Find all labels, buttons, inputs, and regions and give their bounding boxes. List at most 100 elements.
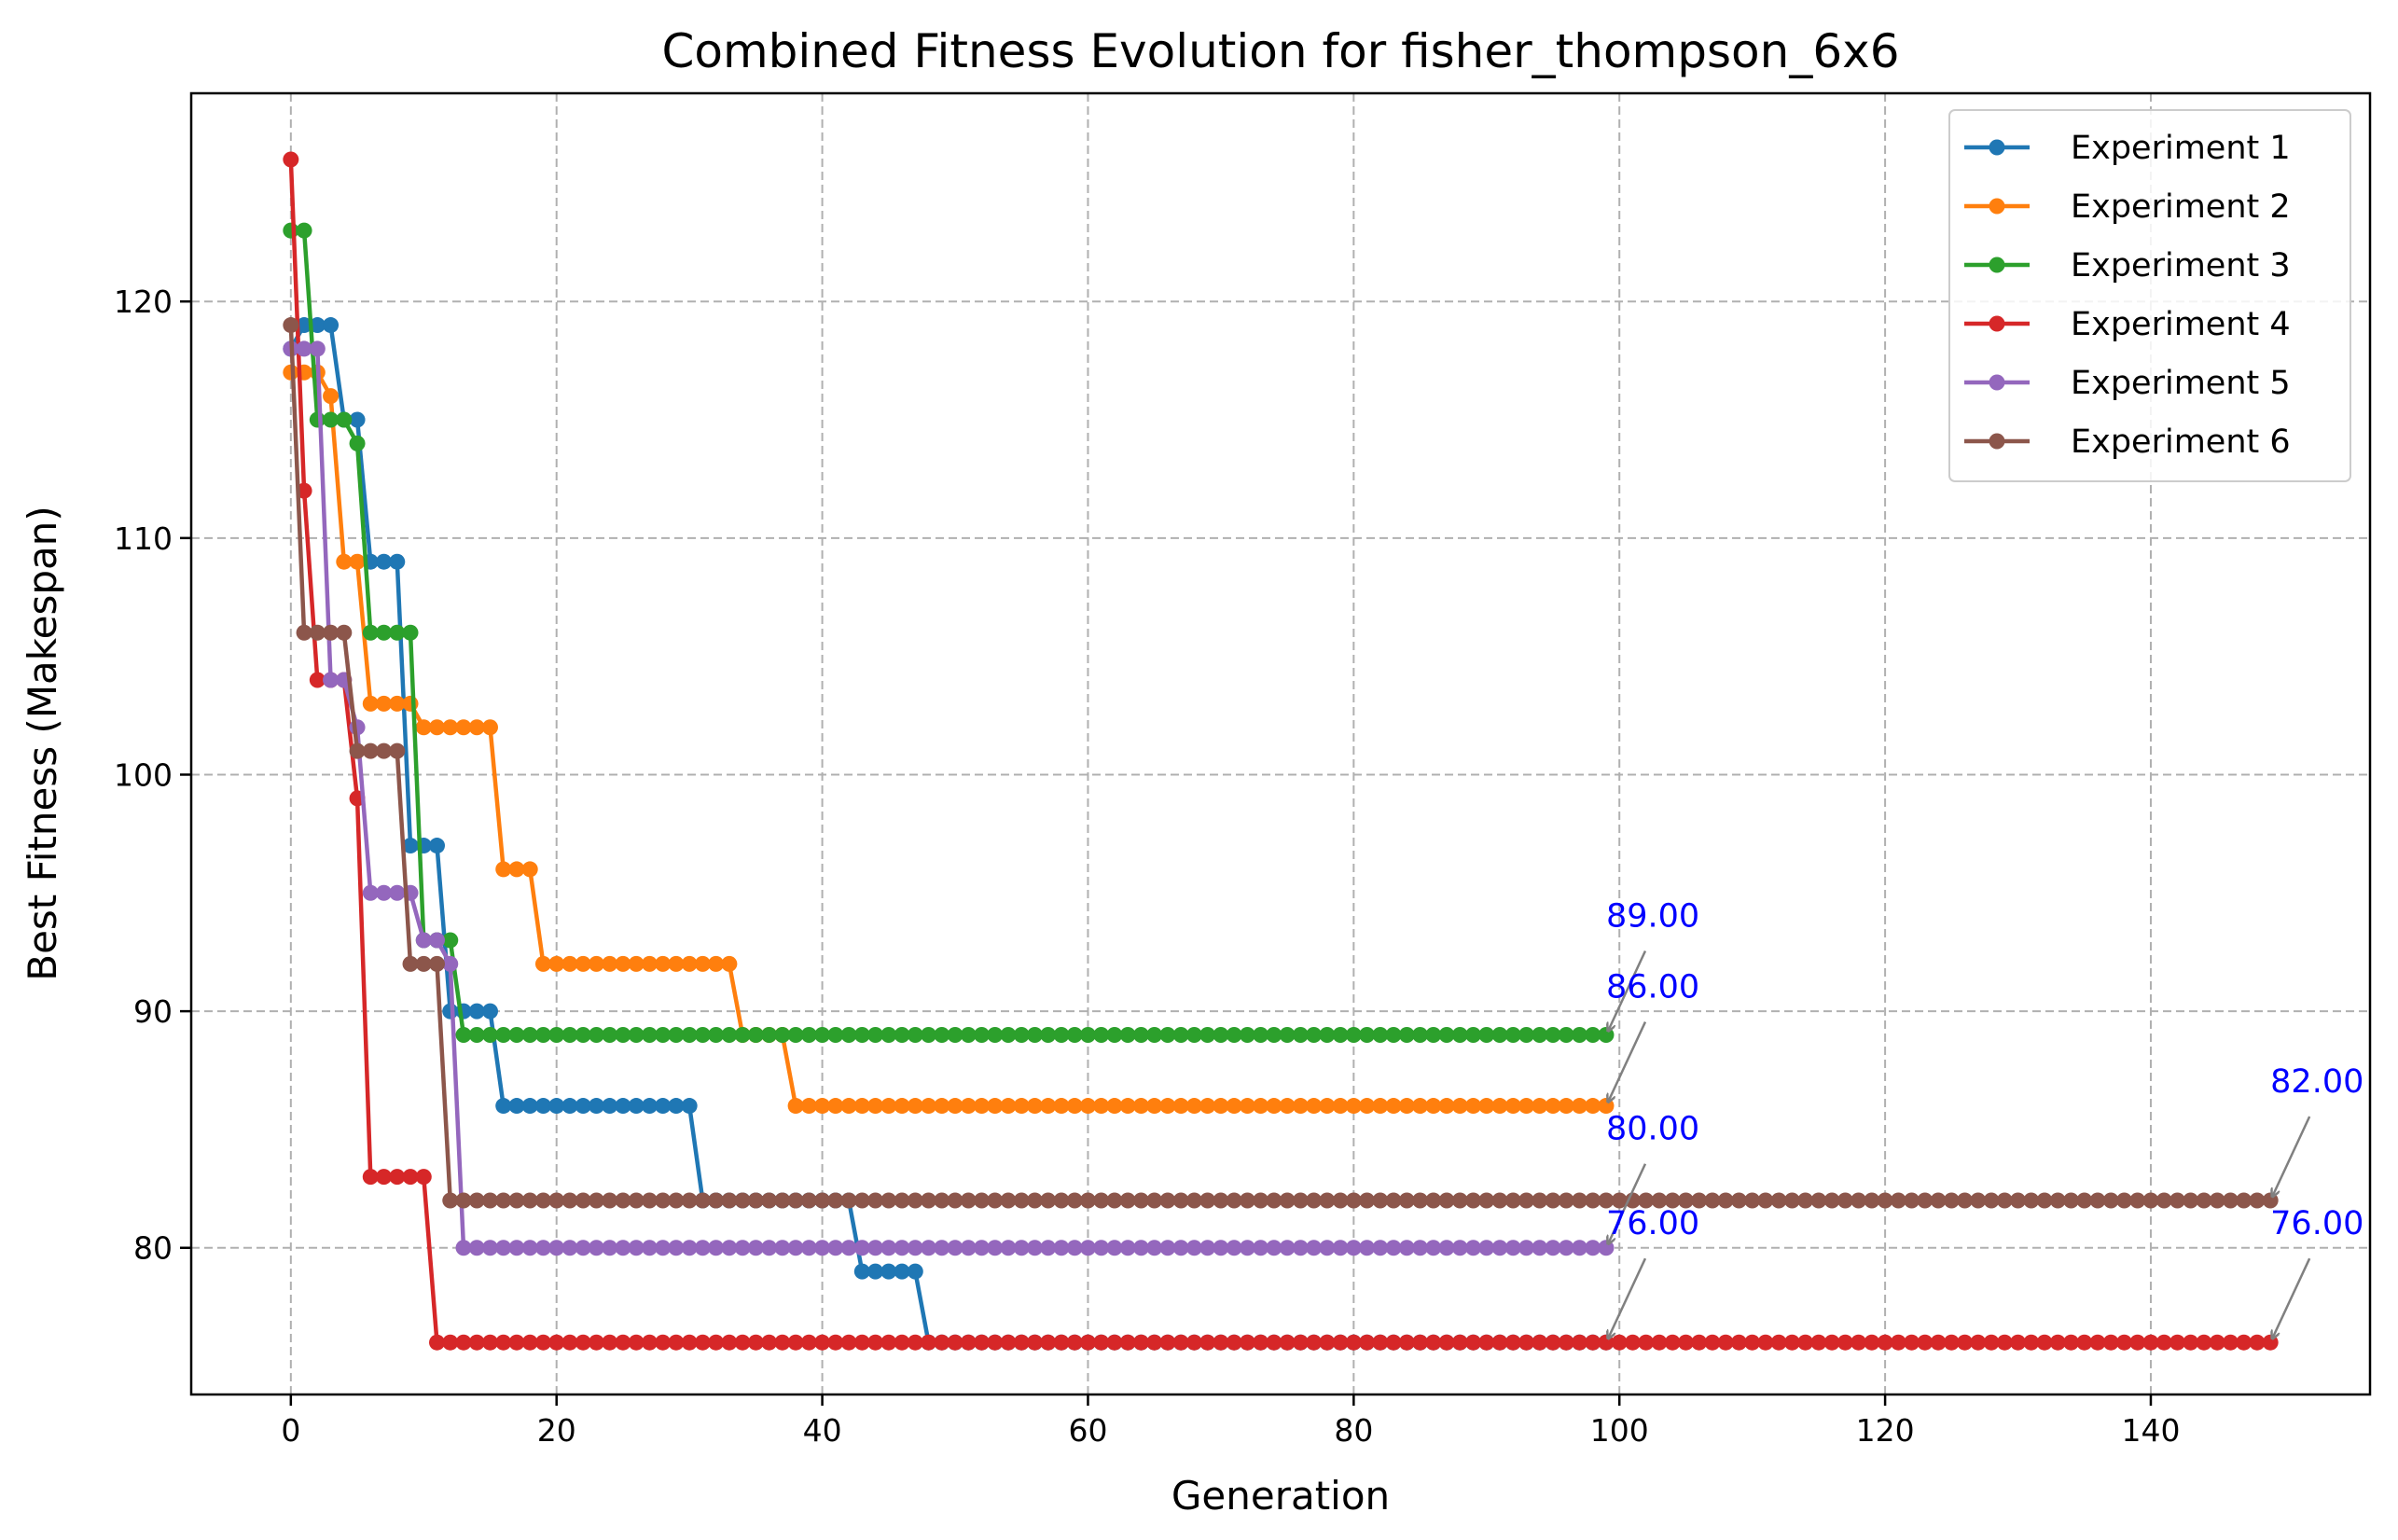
data-point — [296, 340, 312, 357]
data-point — [1053, 1240, 1070, 1256]
data-point — [508, 1192, 525, 1209]
data-point — [1000, 1334, 1017, 1351]
data-point — [1013, 1240, 1030, 1256]
data-point — [1172, 1192, 1189, 1209]
data-point — [1119, 1192, 1136, 1209]
data-point — [1185, 1098, 1202, 1115]
data-point — [1398, 1240, 1415, 1256]
data-point — [1026, 1334, 1043, 1351]
legend-label: Experiment 6 — [2071, 423, 2291, 461]
data-point — [1372, 1334, 1389, 1351]
data-point — [814, 1098, 831, 1115]
data-point — [628, 1026, 645, 1043]
data-point — [575, 1334, 591, 1351]
data-point — [1704, 1334, 1721, 1351]
data-point — [787, 1240, 804, 1256]
data-point — [787, 1334, 804, 1351]
data-point — [1504, 1192, 1521, 1209]
data-point — [323, 317, 340, 334]
data-point — [747, 1240, 764, 1256]
data-point — [468, 1003, 485, 1020]
data-point — [1438, 1240, 1455, 1256]
data-point — [1664, 1334, 1681, 1351]
x-tick-label: 60 — [1068, 1412, 1107, 1449]
data-point — [1465, 1192, 1482, 1209]
data-point — [1359, 1334, 1376, 1351]
data-point — [987, 1026, 1004, 1043]
data-point — [853, 1192, 870, 1209]
data-point — [2102, 1334, 2119, 1351]
data-point — [1571, 1240, 1587, 1256]
legend-swatch-marker — [1989, 374, 2005, 391]
data-point — [2129, 1192, 2146, 1209]
data-point — [1093, 1334, 1110, 1351]
data-point — [1372, 1192, 1389, 1209]
data-point — [415, 1169, 432, 1186]
data-point — [1412, 1334, 1429, 1351]
data-point — [814, 1192, 831, 1209]
data-point — [1677, 1192, 1694, 1209]
data-point — [508, 1026, 525, 1043]
data-point — [787, 1098, 804, 1115]
data-point — [362, 695, 379, 712]
data-point — [534, 1026, 551, 1043]
data-point — [1770, 1334, 1787, 1351]
data-point — [840, 1240, 857, 1256]
data-point — [415, 932, 432, 949]
data-point — [880, 1192, 897, 1209]
legend-label: Experiment 2 — [2071, 188, 2291, 226]
data-point — [588, 1240, 604, 1256]
data-point — [1451, 1192, 1468, 1209]
data-point — [880, 1334, 897, 1351]
data-point — [534, 1334, 551, 1351]
data-point — [495, 1098, 512, 1115]
data-point — [1253, 1192, 1269, 1209]
data-point — [2129, 1334, 2146, 1351]
data-point — [2102, 1192, 2119, 1209]
data-point — [2169, 1192, 2185, 1209]
data-point — [1730, 1334, 1747, 1351]
data-point — [283, 317, 299, 334]
data-point — [2115, 1334, 2132, 1351]
data-point — [1079, 1240, 1096, 1256]
data-point — [1585, 1192, 1601, 1209]
data-point — [867, 1098, 884, 1115]
data-point — [1119, 1098, 1136, 1115]
data-point — [1823, 1192, 1840, 1209]
data-point — [668, 955, 685, 972]
data-point — [1359, 1026, 1376, 1043]
data-point — [708, 1240, 725, 1256]
data-point — [1066, 1240, 1083, 1256]
data-point — [1040, 1334, 1057, 1351]
data-point — [602, 1026, 618, 1043]
data-point — [787, 1192, 804, 1209]
data-point — [468, 1240, 485, 1256]
data-point — [495, 1334, 512, 1351]
data-point — [1850, 1334, 1867, 1351]
data-point — [974, 1098, 991, 1115]
data-point — [721, 1334, 738, 1351]
data-point — [1398, 1098, 1415, 1115]
data-point — [655, 955, 672, 972]
data-point — [921, 1240, 937, 1256]
data-point — [1000, 1098, 1017, 1115]
data-point — [521, 861, 538, 878]
data-point — [1026, 1026, 1043, 1043]
data-point — [1904, 1192, 1920, 1209]
data-point — [296, 317, 312, 334]
data-point — [947, 1098, 963, 1115]
legend-swatch-marker — [1989, 433, 2005, 450]
data-point — [1319, 1192, 1336, 1209]
data-point — [1518, 1098, 1535, 1115]
data-point — [575, 1098, 591, 1115]
data-point — [2010, 1334, 2027, 1351]
data-point — [774, 1334, 791, 1351]
data-point — [1585, 1026, 1601, 1043]
data-point — [2076, 1192, 2093, 1209]
data-point — [1451, 1240, 1468, 1256]
data-point — [668, 1334, 685, 1351]
data-point — [681, 1098, 698, 1115]
data-point — [921, 1192, 937, 1209]
data-point — [1558, 1240, 1574, 1256]
data-point — [1292, 1240, 1309, 1256]
